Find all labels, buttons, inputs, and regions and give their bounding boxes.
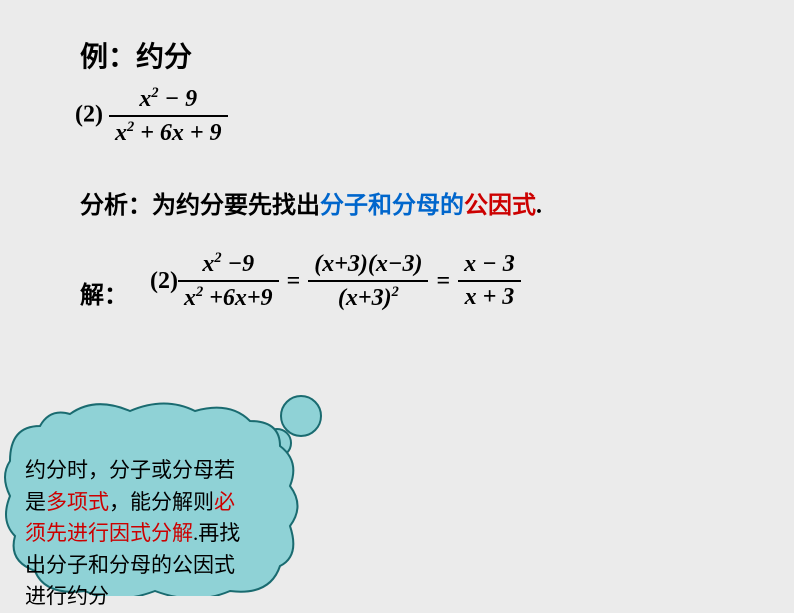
cloud-line5: 进行约分 [25, 584, 109, 608]
analysis-red: 公因式 [464, 193, 536, 219]
cloud-red2a: 必 [214, 490, 235, 514]
cloud-text: 约分时，分子或分母若 是多项式，能分解则必 须先进行因式分解.再找 出分子和分母… [25, 455, 280, 613]
equals-1: = [287, 268, 301, 295]
analysis-blue: 分子和分母的 [320, 193, 464, 219]
solution-label: 解： [80, 275, 128, 310]
solution-frac1: x2 −9 x2 +6x+9 [178, 250, 279, 312]
cloud-line2a: 是 [25, 490, 46, 514]
cloud-line4: 出分子和分母的公因式 [25, 553, 235, 577]
analysis-line: 分析：为约分要先找出分子和分母的公因式. [80, 185, 542, 220]
analysis-tail: . [536, 193, 542, 219]
cloud-red2b: 须先进行因式分解 [25, 521, 193, 545]
solution-frac2: (x+3)(x−3) (x+3)2 [308, 251, 428, 312]
problem-prefix: (2) [75, 102, 103, 128]
equals-2: = [436, 268, 450, 295]
example-title: 例：约分 [80, 35, 192, 75]
solution-prefix: (2) [150, 268, 178, 295]
problem-formula: (2) x2 − 9 x2 + 6x + 9 [75, 85, 228, 147]
cloud-line1: 约分时，分子或分母若 [25, 458, 235, 482]
solution-frac3: x − 3 x + 3 [458, 251, 521, 311]
problem-fraction: x2 − 9 x2 + 6x + 9 [109, 85, 228, 147]
analysis-label: 分析： [80, 193, 152, 219]
cloud-line2c: ，能分解则 [109, 490, 214, 514]
cloud-line3b: .再找 [193, 521, 240, 545]
analysis-text1: 为约分要先找出 [152, 193, 320, 219]
solution-formula: (2) x2 −9 x2 +6x+9 = (x+3)(x−3) (x+3)2 =… [150, 250, 521, 312]
cloud-red1: 多项式 [46, 490, 109, 514]
